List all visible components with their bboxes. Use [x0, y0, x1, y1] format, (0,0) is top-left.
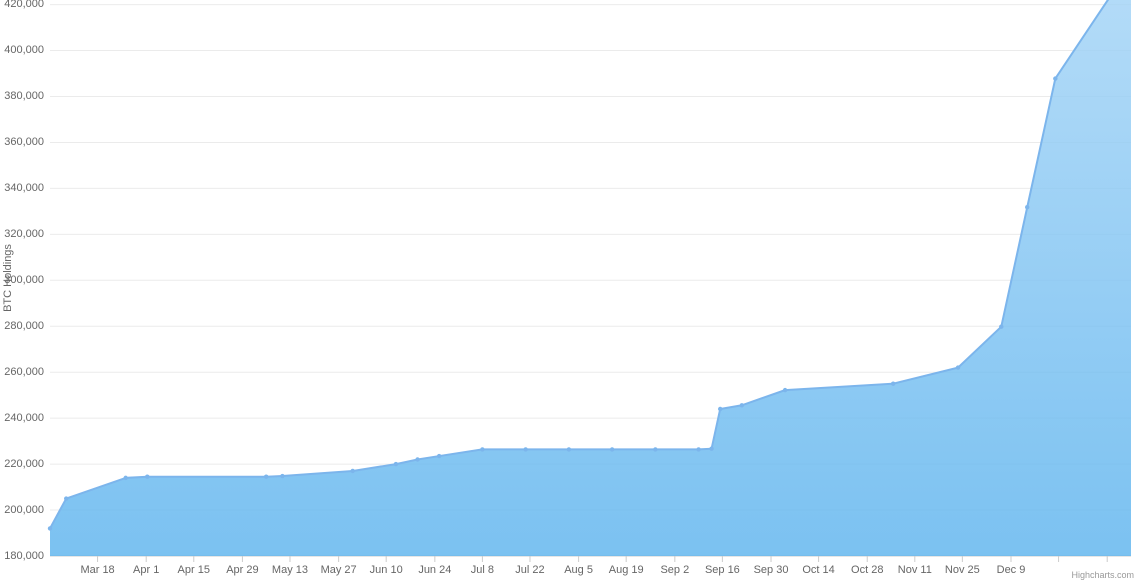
y-tick-label: 380,000	[4, 90, 44, 102]
y-tick-label: 220,000	[4, 458, 44, 470]
x-tick-label: Sep 30	[754, 564, 789, 576]
x-tick-label: Jun 24	[418, 564, 451, 576]
y-tick-label: 420,000	[4, 0, 44, 10]
x-tick-label: Aug 5	[564, 564, 593, 576]
x-tick-label: Sep 16	[705, 564, 740, 576]
x-tick-label: Nov 25	[945, 564, 980, 576]
y-axis-title: BTC Holdings	[2, 244, 14, 312]
chart-credits[interactable]: Highcharts.com	[1071, 570, 1134, 580]
x-tick-label: Sep 2	[660, 564, 689, 576]
y-tick-label: 240,000	[4, 412, 44, 424]
x-tick-label: Apr 29	[226, 564, 258, 576]
x-tick-label: Oct 14	[802, 564, 834, 576]
y-tick-label: 400,000	[4, 44, 44, 56]
x-tick-label: Apr 1	[133, 564, 159, 576]
y-tick-label: 180,000	[4, 550, 44, 562]
y-tick-label: 260,000	[4, 366, 44, 378]
x-tick-label: May 13	[272, 564, 308, 576]
x-tick-label: Jul 22	[515, 564, 544, 576]
x-tick-label: Jun 10	[370, 564, 403, 576]
y-tick-label: 280,000	[4, 320, 44, 332]
x-tick-label: Mar 18	[80, 564, 114, 576]
y-tick-label: 340,000	[4, 182, 44, 194]
x-tick-label: Jul 8	[471, 564, 494, 576]
chart-svg	[0, 0, 1140, 582]
x-tick-label: Apr 15	[178, 564, 210, 576]
x-tick-label: May 27	[321, 564, 357, 576]
x-tick-label: Aug 19	[609, 564, 644, 576]
y-tick-label: 360,000	[4, 136, 44, 148]
x-tick-label: Oct 28	[851, 564, 883, 576]
y-tick-label: 320,000	[4, 228, 44, 240]
area-chart: 180,000 200,000 220,000 240,000 260,000 280,0…	[0, 0, 1140, 582]
x-tick-label: Dec 9	[997, 564, 1026, 576]
x-tick-label: Nov 11	[898, 564, 932, 576]
y-tick-label: 200,000	[4, 504, 44, 516]
